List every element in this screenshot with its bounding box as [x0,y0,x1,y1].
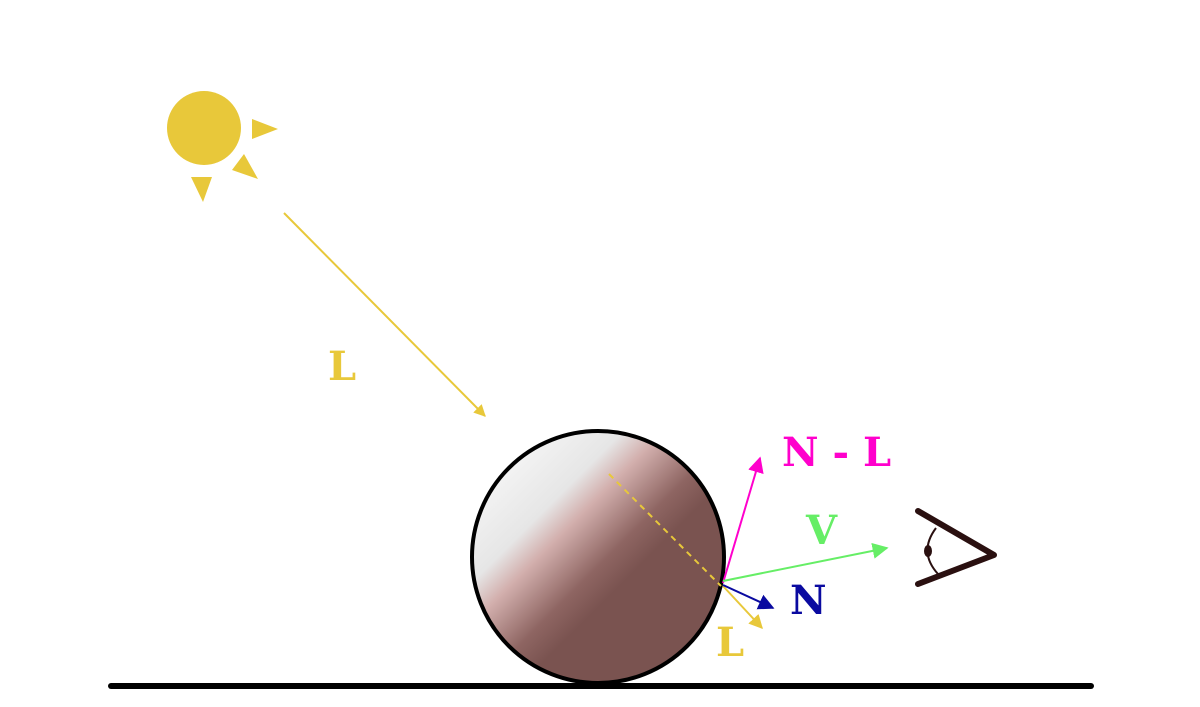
incoming-light-label: L [328,343,356,390]
n-minus-l-arrow [722,456,764,584]
eye-icon [915,508,997,587]
normal-arrow [722,584,775,610]
normal-label: N [790,577,827,624]
sun-icon [167,91,278,202]
view-label: V [805,507,838,554]
sphere [470,429,726,685]
n-minus-l-label: N - L [782,429,891,476]
incoming-light-arrow [283,212,486,417]
surface-light-arrow [722,585,763,630]
view-arrow [722,542,889,582]
light-path-dashed [608,473,722,587]
surface-light-label: L [716,619,744,666]
